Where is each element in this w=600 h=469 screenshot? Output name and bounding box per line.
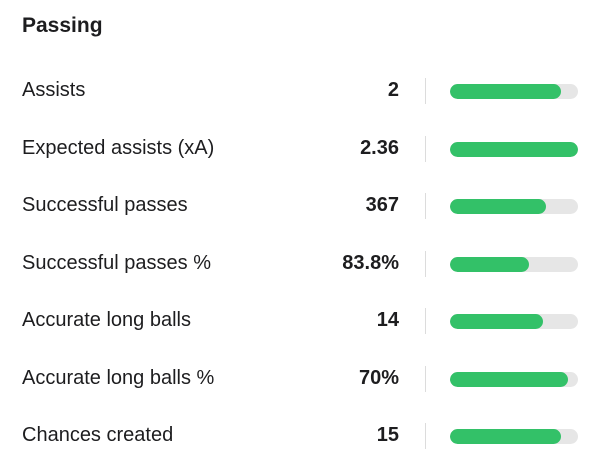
stat-row: Successful passes 367 — [0, 191, 600, 221]
stat-label: Accurate long balls % — [22, 366, 215, 389]
divider — [425, 250, 426, 277]
bar-fill — [450, 84, 562, 99]
bar-track — [450, 141, 578, 157]
stat-row: Assists 2 — [0, 76, 600, 106]
stat-value: 14 — [376, 309, 399, 331]
bar-track — [450, 429, 578, 444]
bar-track — [450, 199, 578, 214]
stat-label: Expected assists (xA) — [22, 136, 215, 159]
stat-value: 15 — [376, 424, 399, 446]
divider — [425, 135, 426, 162]
bar-track — [450, 371, 578, 387]
stat-label: Chances created — [22, 424, 174, 446]
stat-row: Expected assists (xA) 2.36 — [0, 134, 600, 164]
stat-value: 70% — [358, 366, 399, 389]
stat-value: 2 — [387, 79, 399, 101]
divider — [425, 78, 426, 104]
stat-label: Successful passes — [22, 194, 188, 216]
stat-value: 2.36 — [360, 136, 399, 159]
bar-fill — [450, 314, 544, 329]
stat-label: Assists — [22, 79, 86, 101]
section-title: Passing — [22, 14, 103, 37]
bar-track — [450, 84, 578, 99]
bar-fill — [450, 141, 578, 157]
bar-fill — [450, 256, 530, 272]
bar-track — [450, 314, 578, 329]
divider — [425, 193, 426, 219]
divider — [425, 308, 426, 334]
stat-row: Accurate long balls % 70% — [0, 364, 600, 394]
bar-fill — [450, 199, 546, 214]
divider — [425, 365, 426, 392]
stat-row: Chances created 15 — [0, 421, 600, 451]
stat-row: Accurate long balls 14 — [0, 306, 600, 336]
stat-label: Accurate long balls — [22, 309, 191, 331]
stat-label: Successful passes % — [22, 251, 211, 274]
bar-fill — [450, 371, 568, 387]
stat-row: Successful passes % 83.8% — [0, 249, 600, 279]
divider — [425, 423, 426, 449]
stat-value: 83.8% — [342, 251, 399, 274]
bar-track — [450, 256, 578, 272]
stat-value: 367 — [365, 194, 399, 216]
bar-fill — [450, 429, 562, 444]
